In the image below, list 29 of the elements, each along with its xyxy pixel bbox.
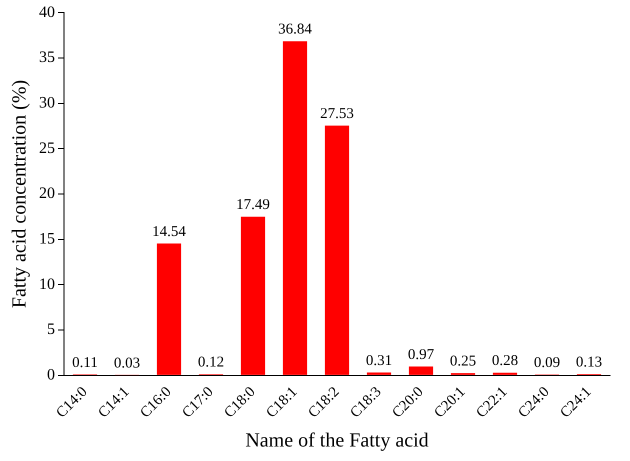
data-label: 0.97: [408, 346, 435, 363]
data-label: 0.31: [366, 352, 392, 369]
data-label: 27.53: [320, 106, 354, 122]
data-label: 0.09: [534, 354, 560, 371]
y-tick-label: 25: [39, 140, 55, 157]
y-tick-label: 40: [39, 4, 55, 21]
y-tick-label: 30: [39, 94, 55, 112]
bar: [240, 216, 266, 375]
y-tick-label: 35: [39, 49, 55, 66]
y-tick-label: 20: [39, 185, 55, 202]
bar: [324, 126, 350, 375]
y-tick-label: 15: [39, 230, 55, 248]
y-axis-title: Fatty acid concentration (%): [8, 80, 30, 308]
bar: [408, 366, 434, 375]
data-label: 14.54: [152, 224, 186, 240]
y-tick-label: 5: [47, 321, 55, 338]
data-label: 36.84: [278, 22, 312, 38]
data-label: 0.13: [576, 354, 602, 371]
bar: [156, 243, 182, 375]
data-label: 0.12: [198, 354, 224, 371]
data-label: 0.28: [492, 353, 518, 370]
y-tick-label: 0: [47, 366, 55, 384]
x-axis-title: Name of the Fatty acid: [245, 429, 429, 452]
y-tick-label: 10: [39, 276, 55, 293]
bar: [282, 41, 308, 375]
data-label: 0.25: [450, 354, 476, 370]
data-label: 17.49: [236, 197, 270, 214]
data-label: 0.03: [114, 356, 140, 372]
data-label: 0.11: [72, 354, 98, 371]
